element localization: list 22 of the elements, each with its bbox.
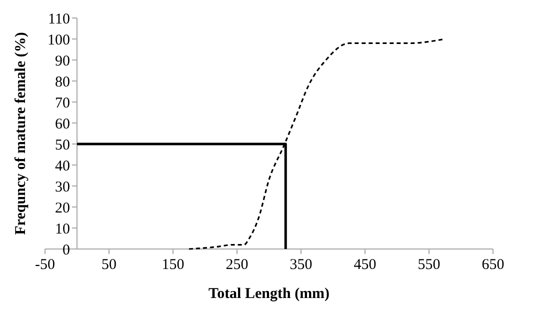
y-tick-label: 90: [55, 53, 70, 70]
y-tick-label: 70: [55, 95, 70, 112]
x-tick-label: 50: [102, 257, 116, 273]
y-tick-label: 50: [55, 137, 70, 154]
y-tick-label: 0: [62, 242, 70, 258]
x-tick-label: 150: [162, 257, 184, 273]
y-tick-label: 110: [48, 11, 70, 28]
y-tick-label: 100: [48, 32, 70, 48]
x-tick-label: 450: [354, 257, 376, 273]
y-tick-label: 80: [55, 74, 70, 90]
y-tick-label: 40: [55, 158, 70, 174]
x-tick-label: 250: [226, 257, 248, 273]
x-tick-label: 350: [290, 257, 312, 273]
x-axis-title: Total Length (mm): [208, 286, 330, 302]
x-tick-label: -50: [35, 257, 55, 273]
y-axis-title: Frequncy of mature female (%): [13, 32, 29, 235]
y-tick-label: 60: [55, 116, 70, 132]
y-tick-label: 30: [55, 179, 70, 196]
y-tick-label: 10: [55, 221, 70, 238]
x-tick-label: 650: [482, 257, 504, 273]
x-tick-label: 550: [418, 257, 440, 273]
y-tick-label: 20: [55, 200, 70, 216]
